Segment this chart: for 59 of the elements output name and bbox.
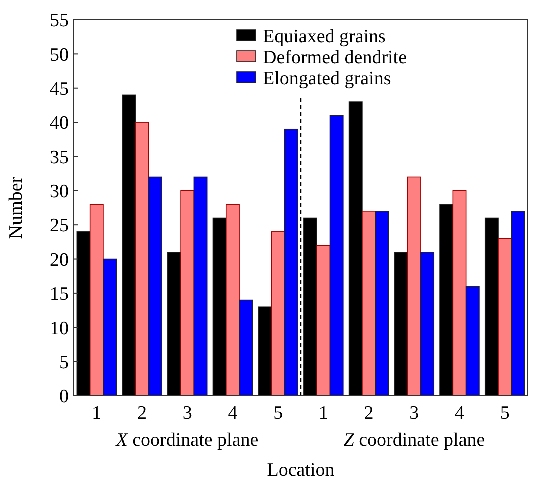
bar bbox=[362, 211, 376, 396]
bar bbox=[271, 232, 286, 396]
x-tick-label: 1 bbox=[92, 403, 102, 424]
bar bbox=[466, 286, 480, 396]
bar bbox=[375, 211, 390, 396]
text: Z coordinate plane bbox=[344, 430, 486, 451]
x-tick-label: 4 bbox=[454, 403, 465, 424]
x-tick-label: 4 bbox=[228, 403, 238, 424]
bar bbox=[420, 252, 435, 396]
y-tick-label: 30 bbox=[50, 182, 69, 203]
bar bbox=[348, 102, 363, 396]
bar bbox=[194, 176, 208, 396]
y-tick-label: 55 bbox=[50, 10, 69, 32]
bar bbox=[167, 252, 182, 396]
bar bbox=[330, 115, 344, 396]
x-tick-label: 5 bbox=[500, 403, 510, 424]
bar bbox=[180, 190, 195, 396]
bar bbox=[239, 300, 254, 396]
x-tick-label: 2 bbox=[138, 403, 148, 424]
bar bbox=[135, 122, 150, 396]
y-tick-label: 40 bbox=[50, 113, 69, 134]
bar bbox=[103, 258, 118, 396]
y-axis-title: Number bbox=[6, 176, 27, 240]
x-tick-label: 3 bbox=[410, 403, 420, 424]
bar bbox=[76, 232, 91, 396]
y-tick-label: 35 bbox=[50, 147, 69, 168]
y-tick-label: 15 bbox=[50, 284, 69, 306]
bar bbox=[394, 252, 408, 396]
bar bbox=[511, 211, 526, 396]
x-tick-label: 5 bbox=[274, 403, 284, 424]
y-tick-label: 25 bbox=[50, 216, 69, 237]
bar bbox=[284, 128, 298, 396]
bar bbox=[452, 190, 467, 396]
bar bbox=[484, 218, 499, 396]
bar bbox=[90, 204, 104, 396]
bar bbox=[304, 218, 318, 396]
y-tick-label: 50 bbox=[50, 44, 69, 66]
x-tick-label: 3 bbox=[182, 403, 192, 424]
text: X coordinate plane bbox=[115, 430, 259, 451]
legend-label: Deformed dendrite bbox=[263, 48, 408, 69]
bar bbox=[316, 245, 331, 396]
x-axis-title: Location bbox=[267, 460, 336, 481]
y-tick-label: 20 bbox=[50, 250, 69, 271]
x-tick-label: 2 bbox=[364, 403, 374, 424]
legend-label: Equiaxed grains bbox=[263, 26, 386, 48]
y-tick-label: 5 bbox=[60, 352, 69, 374]
x-tick-label: 1 bbox=[318, 403, 328, 424]
bar bbox=[258, 306, 272, 396]
y-tick-label: 45 bbox=[50, 79, 69, 100]
bar bbox=[148, 176, 162, 396]
legend-label: Elongated grains bbox=[263, 68, 392, 90]
bar bbox=[212, 218, 227, 396]
y-tick-label: 10 bbox=[50, 318, 69, 340]
bar bbox=[407, 176, 422, 396]
bar bbox=[122, 94, 136, 396]
bar bbox=[498, 238, 512, 396]
bar bbox=[226, 204, 240, 396]
y-tick-label: 0 bbox=[60, 386, 69, 408]
bar bbox=[440, 204, 454, 396]
